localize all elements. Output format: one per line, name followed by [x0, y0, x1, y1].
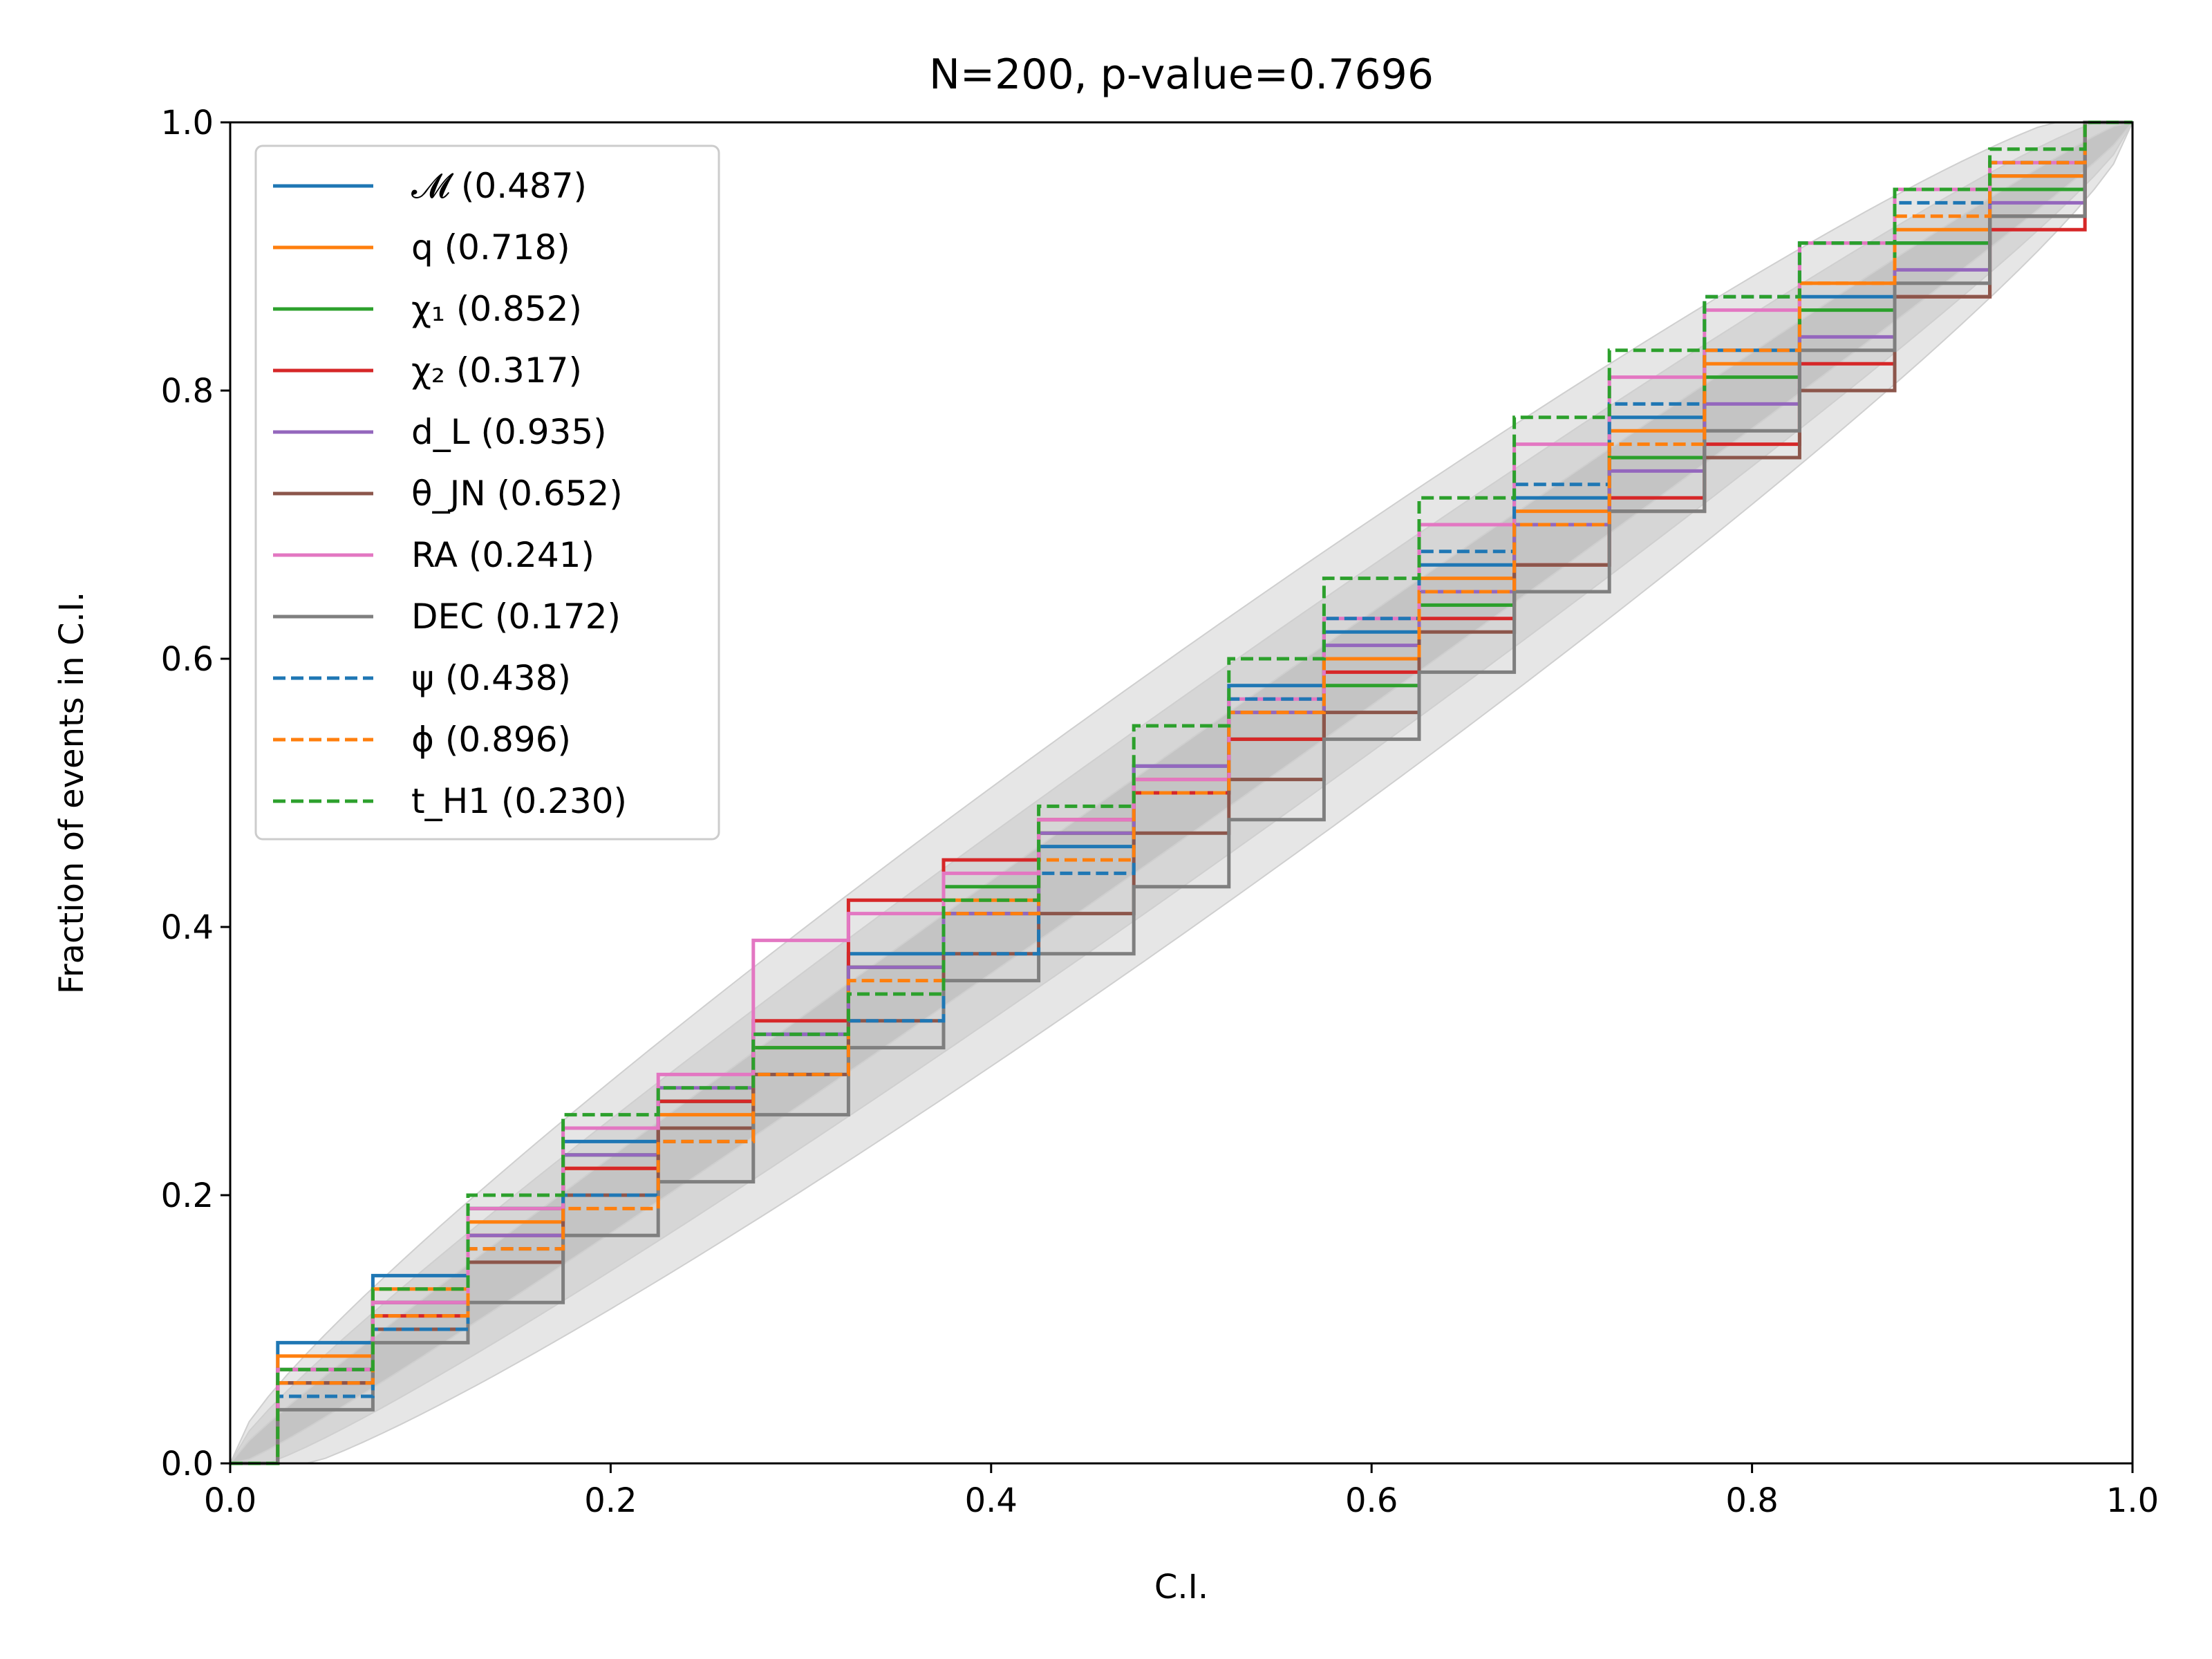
legend-label: d_L (0.935) [411, 412, 607, 452]
series-line-10 [230, 120, 2133, 1465]
y-tick-label: 0.8 [161, 372, 214, 411]
x-tick-label: 0.0 [204, 1481, 256, 1520]
y-tick-label: 0.0 [161, 1445, 214, 1483]
legend-label: ϕ (0.896) [411, 720, 571, 760]
plot-frame [229, 121, 2134, 1465]
x-tick-label: 0.2 [584, 1481, 637, 1520]
x-axis-ticks: 0.0 0.2 0.4 0.6 0.8 1.0 [204, 1463, 2159, 1520]
y-axis-label: Fraction of events in C.I. [53, 592, 91, 995]
y-axis-ticks: 0.0 0.2 0.4 0.6 0.8 1.0 [161, 104, 230, 1483]
legend-label: 𝓜 (0.487) [411, 166, 587, 206]
series-lines [230, 120, 2133, 1465]
legend-label: χ₂ (0.317) [411, 350, 582, 391]
x-axis-label: C.I. [1154, 1568, 1208, 1606]
legend-label: ψ (0.438) [411, 658, 571, 698]
chart-title: N=200, p-value=0.7696 [929, 50, 1434, 99]
y-tick-label: 0.4 [161, 908, 214, 947]
legend-label: RA (0.241) [411, 535, 594, 575]
legend-label: θ_JN (0.652) [411, 474, 623, 514]
x-tick-label: 0.8 [1725, 1481, 1778, 1520]
legend: 𝓜 (0.487) q (0.718) χ₁ (0.852) χ₂ (0.317) d_… [254, 144, 720, 841]
series-line-9 [230, 120, 2133, 1465]
legend-label: χ₁ (0.852) [411, 289, 582, 329]
y-tick-label: 1.0 [161, 104, 214, 142]
y-tick-label: 0.2 [161, 1177, 214, 1215]
legend-label: q (0.718) [411, 227, 570, 268]
legend-label: DEC (0.172) [411, 597, 621, 637]
x-tick-label: 1.0 [2106, 1481, 2159, 1520]
y-tick-label: 0.6 [161, 640, 214, 679]
legend-label: t_H1 (0.230) [411, 781, 627, 821]
legend-box [254, 144, 720, 841]
x-tick-label: 0.6 [1345, 1481, 1398, 1520]
x-tick-label: 0.4 [965, 1481, 1018, 1520]
